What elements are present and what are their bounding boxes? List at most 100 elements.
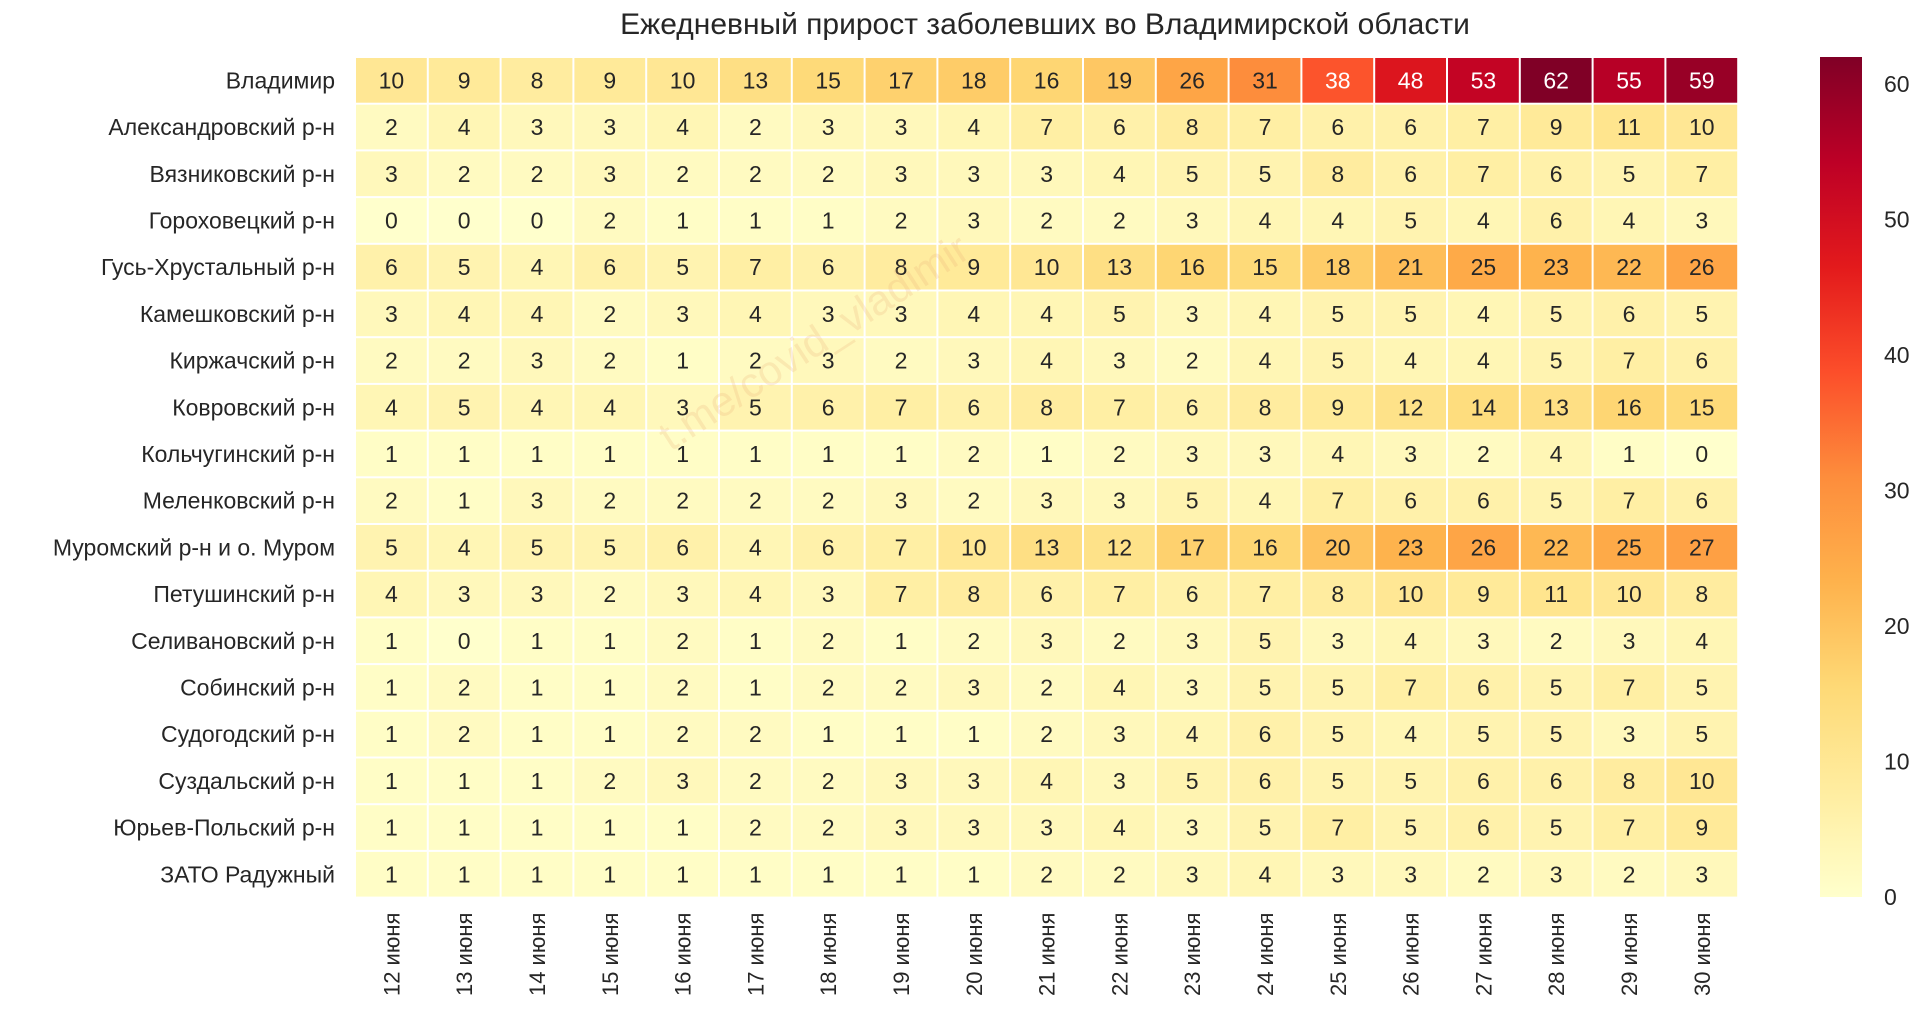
x-tick-label: 24 июня [1253, 913, 1278, 996]
heatmap-cell [1084, 384, 1155, 430]
heatmap-cell [720, 104, 791, 150]
heatmap-cell [1666, 665, 1738, 710]
cell-value-label: 4 [1404, 348, 1417, 374]
cell-value-label: 1 [749, 628, 762, 654]
heatmap-cell [1448, 525, 1519, 570]
cell-value-label: 4 [1040, 348, 1053, 374]
cell-value-label: 2 [1113, 628, 1126, 654]
heatmap-cell [356, 525, 427, 570]
heatmap-cell [1593, 665, 1665, 710]
cell-value-label: 4 [1404, 628, 1417, 654]
cell-value-label: 1 [822, 861, 835, 887]
cell-value-label: 1 [676, 207, 689, 233]
cell-value-label: 26 [1689, 254, 1715, 280]
heatmap-cell [1084, 151, 1155, 197]
cell-value-label: 12 [1398, 394, 1424, 420]
cell-value-label: 7 [1623, 348, 1636, 374]
cell-value-label: 6 [822, 394, 835, 420]
cell-value-label: 5 [1550, 815, 1563, 841]
heatmap-cell [1011, 151, 1082, 197]
heatmap-cell [865, 805, 937, 850]
heatmap-cell [647, 291, 718, 337]
cell-value-label: 6 [1259, 721, 1272, 747]
heatmap-cell [865, 758, 937, 804]
heatmap-cell [501, 431, 573, 477]
heatmap-cell [1520, 525, 1592, 570]
heatmap-cell [720, 571, 791, 617]
heatmap-cell [574, 525, 646, 570]
heatmap-cell [428, 711, 500, 757]
cell-value-label: 2 [1186, 348, 1199, 374]
heatmap-cell [1229, 525, 1301, 570]
heatmap-cell [1229, 384, 1301, 430]
cell-value-label: 5 [1331, 721, 1344, 747]
colorbar-tick-label: 0 [1884, 884, 1897, 910]
cell-value-label: 2 [385, 348, 398, 374]
heatmap-cell [1375, 805, 1446, 850]
heatmap-cell [647, 431, 718, 477]
cell-value-label: 3 [1623, 721, 1636, 747]
heatmap-cell [1448, 198, 1519, 243]
heatmap-cell [1229, 291, 1301, 337]
heatmap-cell [1084, 805, 1155, 850]
cell-value-label: 5 [1259, 161, 1272, 187]
heatmap-cell [792, 665, 864, 710]
cell-value-label: 26 [1471, 534, 1497, 560]
cell-value-label: 7 [1477, 161, 1490, 187]
heatmap-cell [865, 665, 937, 710]
colorbar-gradient [1820, 57, 1862, 897]
cell-value-label: 38 [1325, 67, 1351, 93]
heatmap-cell [1302, 338, 1374, 383]
cell-value-label: 4 [531, 394, 544, 420]
cell-value-label: 3 [1186, 628, 1199, 654]
cell-value-label: 3 [967, 207, 980, 233]
cell-value-label: 5 [1331, 301, 1344, 327]
heatmap-cell [1011, 618, 1082, 664]
heatmap-cell [356, 805, 427, 850]
heatmap-cell [1084, 478, 1155, 523]
cell-value-label: 3 [603, 114, 616, 140]
heatmap-cell [1156, 151, 1228, 197]
heatmap-cell [501, 58, 573, 103]
heatmap-cell [792, 198, 864, 243]
x-tick-label: 17 июня [743, 913, 768, 996]
cell-value-label: 2 [895, 207, 908, 233]
y-tick-label: Камешковский р-н [140, 301, 335, 327]
cell-value-label: 4 [385, 581, 398, 607]
cell-value-label: 14 [1471, 394, 1497, 420]
cell-value-label: 4 [1259, 348, 1272, 374]
heatmap-cell [865, 58, 937, 103]
cell-value-label: 5 [749, 394, 762, 420]
heatmap-cell [574, 58, 646, 103]
heatmap-cell [1011, 571, 1082, 617]
cell-value-label: 8 [1331, 581, 1344, 607]
cell-value-label: 1 [603, 628, 616, 654]
cell-value-label: 4 [1477, 207, 1490, 233]
heatmap-cell [1302, 431, 1374, 477]
heatmap-cell [1375, 431, 1446, 477]
cell-value-label: 6 [1695, 348, 1708, 374]
cell-value-label: 1 [676, 348, 689, 374]
heatmap-cell [1084, 431, 1155, 477]
heatmap-cell [1666, 525, 1738, 570]
heatmap-cell [1375, 851, 1446, 897]
heatmap-cell [792, 851, 864, 897]
cell-value-label: 7 [1623, 815, 1636, 841]
cell-value-label: 3 [967, 815, 980, 841]
cell-value-label: 2 [1040, 861, 1053, 887]
heatmap-cell [356, 244, 427, 290]
cell-value-label: 8 [895, 254, 908, 280]
heatmap-cell [1448, 758, 1519, 804]
cell-value-label: 2 [822, 161, 835, 187]
cell-value-label: 3 [1040, 815, 1053, 841]
heatmap-cell [1375, 338, 1446, 383]
heatmap-cell [647, 665, 718, 710]
heatmap-cell [865, 618, 937, 664]
heatmap-cell [647, 525, 718, 570]
heatmap-cell [1375, 618, 1446, 664]
heatmap-cell [574, 338, 646, 383]
heatmap-cell [501, 384, 573, 430]
cell-value-label: 7 [749, 254, 762, 280]
heatmap-cell [865, 338, 937, 383]
